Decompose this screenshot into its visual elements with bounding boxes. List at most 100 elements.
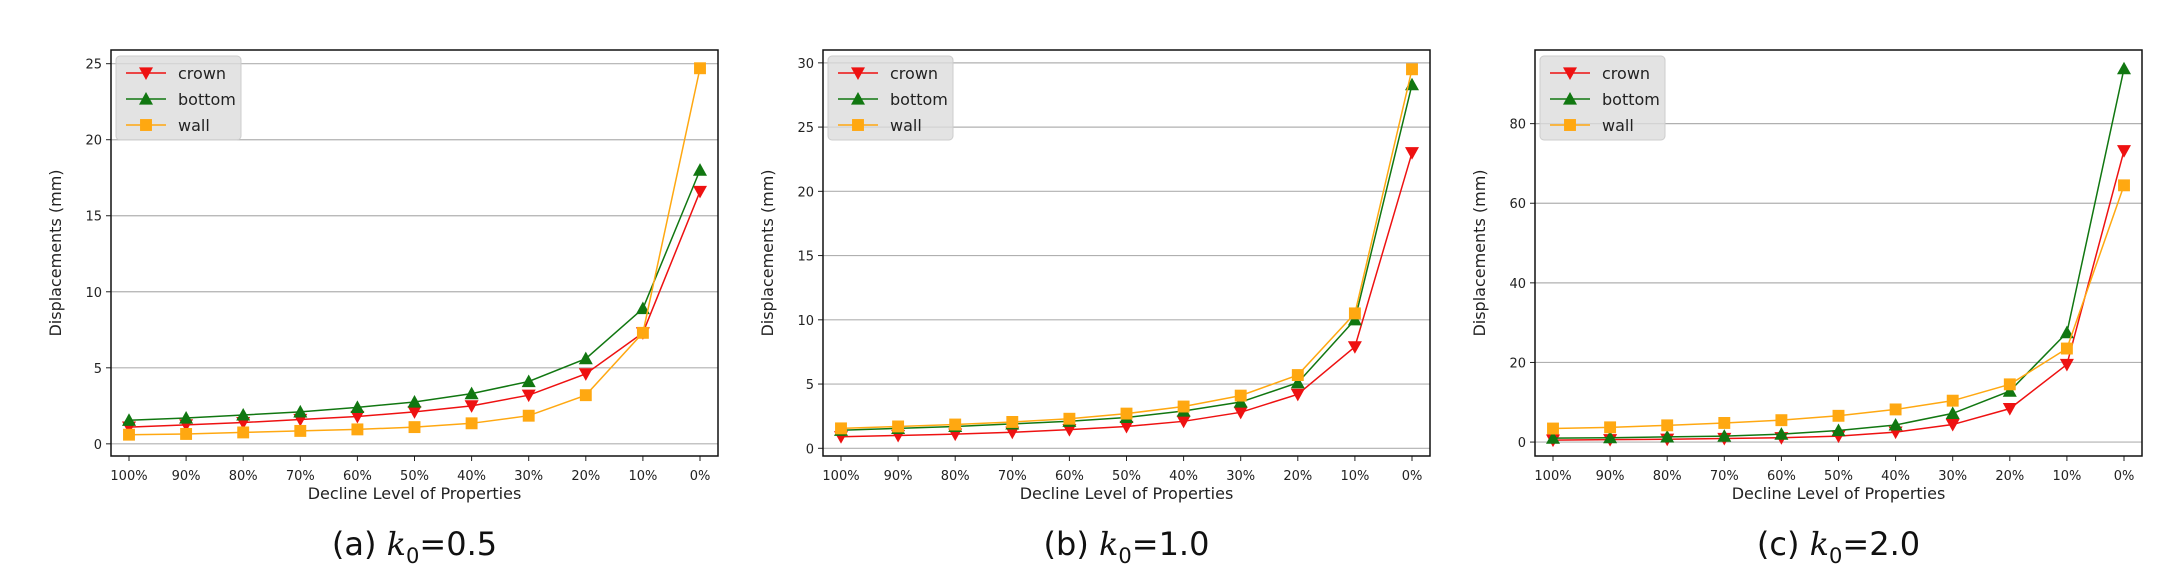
point-wall [1946,394,1959,407]
point-wall [1604,421,1617,434]
x-tick-label: 60% [1055,469,1084,484]
point-wall [1406,63,1418,76]
point-bottom [2002,384,2017,397]
y-axis-label: Displacements (mm) [46,169,65,336]
point-bottom [1774,427,1789,440]
point-wall [694,62,706,75]
y-tick-label: 5 [806,378,814,393]
point-wall [1120,407,1133,420]
caption-k: k [1810,525,1829,563]
legend-label-crown: crown [178,64,226,83]
point-wall [465,417,478,430]
point-crown [693,185,707,199]
x-tick-label: 80% [941,469,970,484]
series-line-crown [1552,150,2125,441]
point-wall [579,389,592,402]
point-bottom [1603,430,1618,444]
x-tick-label: 20% [1283,469,1312,484]
x-tick-label: 30% [1226,469,1255,484]
x-tick-label: 10% [628,469,657,484]
caption-subscript: 0 [1118,544,1131,568]
point-bottom [293,404,308,418]
caption-subscript: 0 [1829,544,1842,568]
legend-marker-crown [851,67,865,80]
point-crown [1005,426,1020,440]
legend-label-bottom: bottom [1602,90,1660,109]
x-tick-label: 70% [998,469,1027,484]
legend-label-wall: wall [890,116,922,135]
series-line-crown [128,191,701,428]
point-crown [2117,145,2131,158]
point-wall [2118,179,2130,192]
point-bottom [1888,417,1903,431]
point-wall [892,420,905,433]
y-tick-label: 15 [85,210,102,225]
point-wall [835,422,847,435]
caption-subscript: 0 [406,544,419,568]
point-bottom [1546,431,1560,444]
chart-caption: (b) k0=1.0 [1044,525,1210,568]
y-tick-label: 20 [1509,356,1526,371]
caption-k: k [387,525,406,563]
point-wall [180,428,193,440]
point-wall [522,409,535,422]
x-tick-label: 100% [1534,469,1571,484]
y-tick-label: 0 [806,442,814,457]
y-axis-label: Displacements (mm) [758,169,777,336]
legend-label-bottom: bottom [890,90,948,109]
x-tick-label: 50% [1112,469,1141,484]
x-tick-label: 10% [2052,469,2081,484]
point-bottom [179,410,194,424]
chart-panel-3: 0 20 40 60 80 100% 90% 80% 70% 60% 50% 40% 30% 20% 10%… [1470,49,2143,568]
point-wall [408,421,421,434]
caption-value: =1.0 [1132,525,1210,563]
point-wall [1348,307,1361,320]
legend-label-crown: crown [890,64,938,83]
legend-label-wall: wall [1602,116,1634,135]
point-crown [1062,424,1077,437]
point-crown [350,410,365,424]
legend-marker-wall [852,119,864,131]
caption-prefix: (a) [332,525,387,563]
x-tick-label: 90% [172,469,201,484]
x-tick-label: 30% [1938,469,1967,484]
x-tick-label: 80% [229,469,258,484]
x-tick-label: 0% [1402,469,1423,484]
y-tick-label: 5 [94,362,102,377]
y-tick-label: 30 [797,57,814,72]
point-wall [1063,412,1076,425]
point-bottom [635,301,650,315]
chart-panel-1: 0 5 10 15 20 25 100% 90% 80% 70% 60% 50% 40% 30% 20% 10… [46,49,719,568]
point-bottom [1831,423,1846,437]
x-tick-label: 100% [110,469,147,484]
y-axis-label: Displacements (mm) [1470,169,1489,336]
y-tick-label: 25 [797,121,814,136]
x-tick-label: 80% [1653,469,1682,484]
y-tick-label: 20 [85,134,102,149]
point-crown [1176,415,1191,429]
point-bottom [1290,375,1305,389]
point-crown [1945,418,1960,432]
point-wall [237,426,250,439]
y-tick-label: 80 [1509,118,1526,133]
point-crown [2002,403,2017,416]
point-crown [2059,358,2074,372]
point-wall [636,326,649,339]
legend-marker-crown [139,67,153,80]
x-tick-label: 60% [343,469,372,484]
point-wall [1832,409,1845,422]
x-tick-label: 40% [457,469,486,484]
y-tick-label: 25 [85,58,102,73]
legend-marker-wall [140,119,152,131]
chart-caption: (c) k0=2.0 [1757,525,1920,568]
point-wall [2060,342,2073,355]
point-wall [294,424,307,437]
x-tick-label: 40% [1169,469,1198,484]
point-bottom [407,395,422,408]
y-tick-label: 10 [85,286,102,301]
point-bottom [1945,406,1960,420]
point-wall [949,418,962,431]
x-tick-label: 40% [1881,469,1910,484]
point-crown [521,389,536,403]
